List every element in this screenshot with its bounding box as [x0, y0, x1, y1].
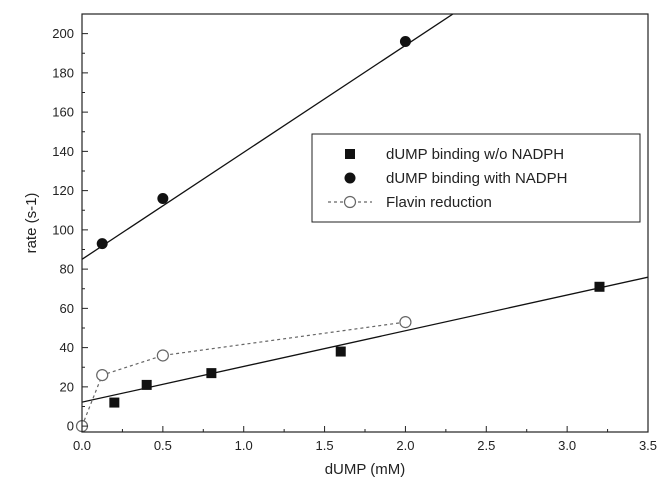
- flavin-reduction-line: [81, 321, 406, 427]
- y-tick-label: 60: [60, 301, 74, 316]
- series-lines: [81, 321, 406, 427]
- data-point-without-nadph: [594, 281, 605, 292]
- y-tick-label: 180: [52, 65, 74, 80]
- data-point-flavin-reduction: [96, 368, 109, 382]
- data-point-flavin-reduction: [156, 349, 169, 362]
- data-point-with-nadph: [157, 192, 169, 204]
- legend: dUMP binding w/o NADPH dUMP binding with…: [311, 133, 641, 223]
- y-tick-label: 20: [60, 379, 74, 394]
- x-axis-title: dUMP (mM): [325, 461, 406, 478]
- y-axis: 0 20 40 60 80 100 120 140 160 180 200: [52, 26, 88, 434]
- legend-entry-dump-binding-with-nadph: dUMP binding with NADPH: [386, 170, 567, 187]
- y-tick-label: 0: [67, 419, 74, 434]
- legend-box: [311, 133, 641, 223]
- data-point-without-nadph: [335, 346, 346, 357]
- x-tick-label: 3.5: [639, 438, 657, 453]
- x-tick-label: 0.0: [73, 438, 91, 453]
- legend-entry-dump-binding-without-nadph: dUMP binding w/o NADPH: [386, 146, 564, 163]
- data-point-without-nadph: [109, 397, 120, 408]
- y-tick-label: 160: [52, 105, 74, 120]
- data-point-without-nadph: [141, 379, 152, 390]
- data-point-flavin-reduction: [399, 316, 412, 329]
- y-tick-label: 140: [52, 144, 74, 159]
- legend-entry-flavin-reduction: Flavin reduction: [386, 194, 492, 211]
- fit-line: [82, 276, 648, 403]
- y-tick-label: 80: [60, 262, 74, 277]
- data-point-without-nadph: [206, 368, 217, 379]
- fit-lines: [82, 14, 648, 403]
- y-tick-label: 100: [52, 222, 74, 237]
- x-tick-label: 3.0: [558, 438, 576, 453]
- legend-marker: [344, 172, 356, 184]
- markers: [75, 35, 605, 433]
- y-tick-label: 40: [60, 340, 74, 355]
- x-tick-label: 2.0: [396, 438, 414, 453]
- data-point-with-nadph: [96, 238, 108, 250]
- x-tick-label: 1.5: [316, 438, 334, 453]
- y-tick-label: 200: [52, 26, 74, 41]
- x-tick-label: 1.0: [235, 438, 253, 453]
- x-tick-label: 2.5: [477, 438, 495, 453]
- y-axis-title: rate (s-1): [23, 193, 40, 254]
- x-tick-label: 0.5: [154, 438, 172, 453]
- x-axis: 0.0 0.5 1.0 1.5 2.0 2.5 3.0 3.5: [73, 426, 657, 453]
- data-point-with-nadph: [399, 35, 411, 47]
- legend-marker: [345, 149, 355, 159]
- legend-marker: [343, 195, 357, 209]
- fit-line: [82, 14, 455, 260]
- y-tick-label: 120: [52, 183, 74, 198]
